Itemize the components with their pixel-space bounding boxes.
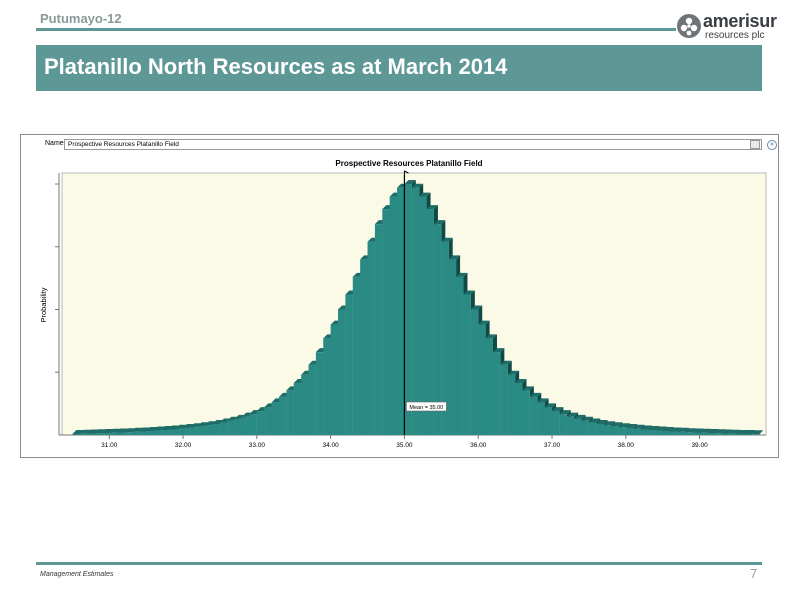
x-tick-label: 33.00 [249,442,266,449]
logo-name: amerisur [703,11,777,31]
page-number: 7 [750,566,758,581]
x-tick-label: 34.00 [323,442,340,449]
x-tick-label: 37.00 [544,442,561,449]
bottom-rule [36,562,762,565]
mean-handle[interactable] [403,170,409,177]
x-tick-label: 31.00 [101,442,118,449]
x-tick-label: 38.00 [618,442,635,449]
footer-note: Management Estimates [40,571,114,578]
chart-title: Prospective Resources Platanillo Field [335,159,482,168]
svg-text:Mean = 35.00: Mean = 35.00 [409,405,443,411]
top-rule [36,28,676,31]
name-label: Name: [45,140,66,147]
mean-label: Mean = 35.00 [406,401,447,412]
x-tick-labels: 31.00 32.00 33.00 34.00 35.00 36.00 37.00 38.00… [101,435,708,449]
histogram-bars [72,180,763,435]
title-bar: Platanillo North Resources as at March 2… [36,45,762,91]
logo-subtitle: resources plc [705,30,765,41]
section-label: Putumayo-12 [40,11,122,26]
histogram-bar [751,430,763,435]
company-logo: amerisur resources plc [676,11,777,42]
name-row: Name: Prospective Resources Platanillo F… [21,139,778,151]
y-ticks [55,183,59,373]
name-field[interactable]: Prospective Resources Platanillo Field [64,139,762,150]
name-edit-button[interactable] [750,140,760,149]
y-axis-label: Probability [39,287,48,322]
page-title: Platanillo North Resources as at March 2… [44,54,508,79]
x-tick-label: 32.00 [175,442,192,449]
collapse-icon[interactable]: » [767,140,777,150]
distribution-chart: 31.00 32.00 33.00 34.00 35.00 36.00 37.00 38.00… [39,159,767,449]
mean-marker: Mean = 35.00 [403,170,447,435]
x-tick-label: 36.00 [470,442,487,449]
x-tick-label: 35.00 [396,442,413,449]
logo-mark-icon [677,14,701,38]
chart-frame: Name: Prospective Resources Platanillo F… [20,134,779,458]
x-tick-label: 39.00 [691,442,708,449]
